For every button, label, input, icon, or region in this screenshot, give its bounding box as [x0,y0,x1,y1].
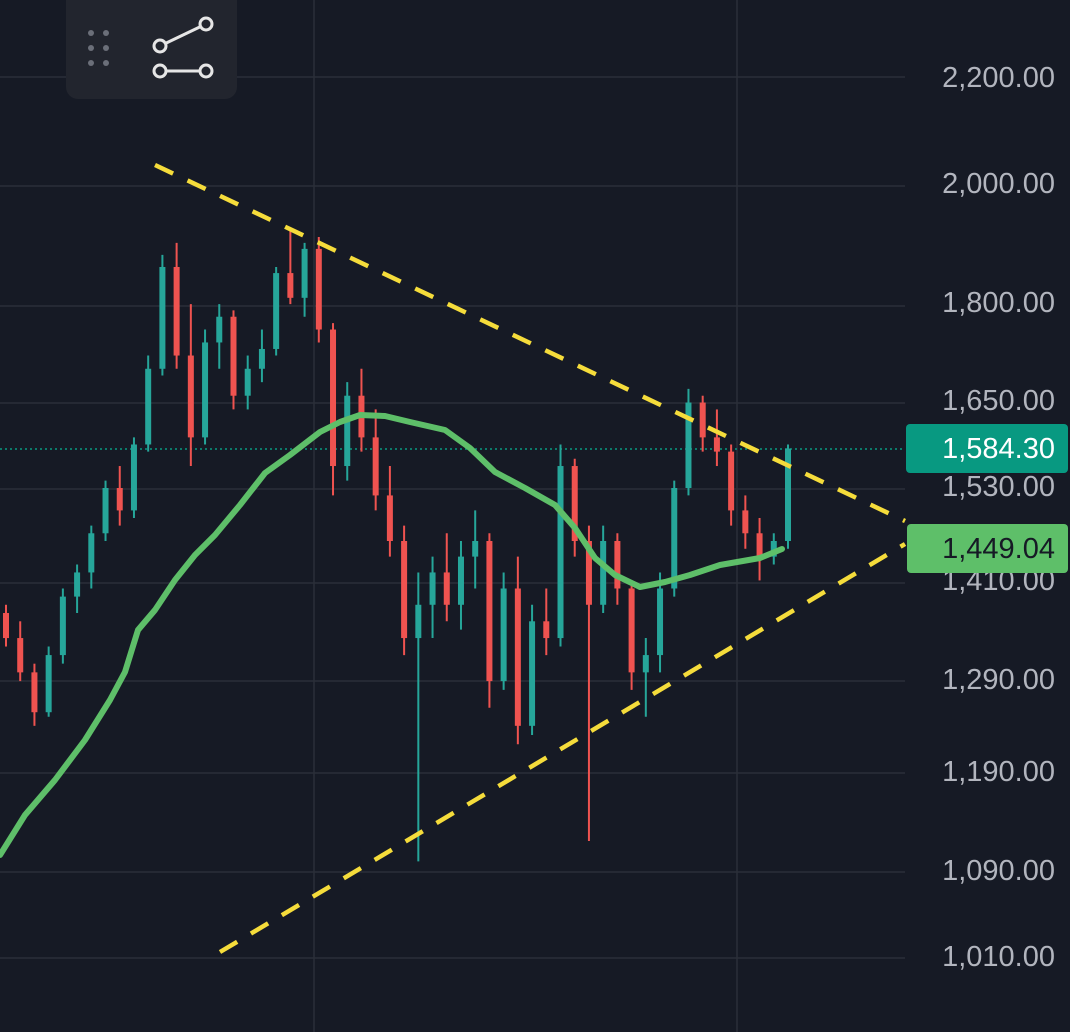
last-price-badge-bg [906,424,1068,473]
candle-body [145,368,152,445]
candle-body [472,541,479,557]
candle-body [429,572,436,605]
candle-body [273,273,280,349]
ma-value-badge-bg [907,524,1068,573]
candle-body [742,510,749,534]
price-axis-label: 2,000.00 [942,168,1055,200]
candle-body [685,402,692,489]
candle-body [457,556,464,605]
candle-body [785,448,791,542]
candle-body [315,248,322,330]
candle-body [443,572,450,605]
ma-value-badge-text: 1,449.04 [942,533,1055,565]
candle-body [529,621,536,726]
candle-body [415,604,422,639]
candle-body [159,266,166,369]
candle-body [657,588,664,656]
candle-body [557,466,564,639]
candle-body [45,655,52,713]
candle-body [301,248,308,298]
candle-body [728,451,735,511]
candle-body [187,355,194,438]
candle-body [585,541,592,605]
candle-body [770,541,777,557]
candle-body [59,596,66,656]
price-axis-label: 1,010.00 [942,941,1055,973]
candle-body [756,533,763,557]
price-axis-label: 2,200.00 [942,62,1055,94]
candle-body [600,541,607,605]
candle-body [671,488,678,589]
candle-body [330,329,337,467]
candle-body [102,488,109,534]
candle-body [642,655,649,673]
candle-body [287,273,294,298]
candle-body [244,368,251,396]
last-price-badge-text: 1,584.30 [942,433,1055,465]
candle-body [116,488,123,511]
price-axis-label: 1,190.00 [942,756,1055,788]
candle-body [258,348,265,369]
candle-body [3,613,9,639]
candle-body [713,437,720,452]
grid [0,0,905,1032]
ma-value-badge: 1,449.04 [907,524,1068,573]
price-axis: 2,200.00 2,000.00 1,800.00 1,650.00 1,53… [942,62,1055,973]
candle-body [344,395,351,467]
drawing-toolbar [66,0,237,99]
candlestick-series [3,231,791,862]
candle-body [543,621,550,639]
candle-body [31,672,38,713]
candle-body [500,588,507,682]
lower-trendline [218,542,907,954]
candle-body [699,402,706,438]
price-axis-label: 1,530.00 [942,471,1055,503]
candle-body [74,572,81,597]
candle-body [173,266,180,356]
price-axis-label: 1,090.00 [942,855,1055,887]
candle-body [130,444,137,511]
candle-body [17,638,24,673]
price-axis-label: 1,800.00 [942,287,1055,319]
candle-body [486,541,493,682]
candle-body [571,466,578,542]
candle-body [514,588,521,726]
candle-body [88,533,95,573]
upper-trendline [154,162,906,524]
candle-body [372,437,379,496]
candle-body [230,316,237,396]
trend-line-tool-icon[interactable] [146,12,218,87]
drag-dots-icon[interactable] [86,30,112,70]
candle-body [386,495,393,542]
candle-body [614,541,621,589]
price-axis-label: 1,290.00 [942,664,1055,696]
candle-body [202,342,209,438]
candle-body [401,541,408,639]
candle-body [216,316,223,343]
candle-body [628,588,635,673]
moving-average-line [0,412,785,858]
last-price-badge: 1,584.30 [906,424,1068,473]
price-axis-label: 1,650.00 [942,385,1055,417]
